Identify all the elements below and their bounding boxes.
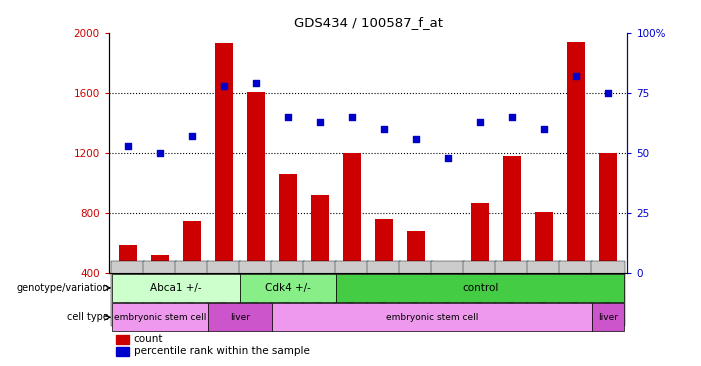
Text: GSM9276: GSM9276 (508, 273, 517, 314)
Point (154, 150, 165, 156)
Text: genotype/variation: genotype/variation (16, 283, 109, 293)
Text: Abca1 +/-: Abca1 +/- (150, 283, 202, 293)
Bar (311, 195, 329, 273)
Point (346, 114, 358, 120)
Bar (183, 221, 200, 273)
Point (283, 114, 294, 120)
Text: cell type: cell type (67, 312, 109, 322)
Point (186, 133, 198, 139)
Text: GSM9283: GSM9283 (219, 273, 229, 314)
Text: percentile rank within the sample: percentile rank within the sample (134, 347, 309, 356)
Bar (116, 347, 130, 356)
Point (122, 143, 133, 149)
Bar (112, 274, 240, 302)
Title: GDS434 / 100587_f_at: GDS434 / 100587_f_at (294, 16, 442, 29)
Text: GSM9282: GSM9282 (604, 273, 613, 313)
Bar (116, 335, 130, 344)
Text: Cdk4 +/-: Cdk4 +/- (265, 283, 311, 293)
Point (442, 155, 454, 161)
Text: GSM9278: GSM9278 (283, 273, 292, 314)
Text: GSM9269: GSM9269 (123, 273, 132, 313)
Text: GSM9284: GSM9284 (252, 273, 261, 313)
Bar (336, 274, 624, 302)
Bar (247, 92, 265, 273)
Point (314, 119, 325, 125)
Bar (279, 174, 297, 273)
Bar (407, 231, 425, 273)
Bar (536, 212, 553, 273)
Point (507, 114, 518, 120)
Point (475, 119, 486, 125)
Bar (599, 153, 617, 273)
Point (250, 81, 261, 86)
Point (603, 90, 614, 96)
Point (218, 83, 229, 89)
Text: liver: liver (598, 313, 618, 322)
Bar (112, 303, 208, 331)
Bar (343, 153, 361, 273)
Text: liver: liver (230, 313, 250, 322)
Text: embryonic stem cell: embryonic stem cell (114, 313, 206, 322)
Text: GSM9272: GSM9272 (379, 273, 388, 313)
Bar (592, 303, 624, 331)
Point (571, 73, 582, 79)
Text: GSM9281: GSM9281 (571, 273, 580, 313)
Bar (503, 156, 521, 273)
Text: GSM9275: GSM9275 (475, 273, 484, 313)
Bar (208, 303, 272, 331)
Bar (119, 245, 137, 273)
Text: control: control (462, 283, 498, 293)
Point (379, 126, 390, 132)
Bar (471, 203, 489, 273)
Bar (240, 274, 336, 302)
Bar (151, 255, 169, 273)
Text: GSM9273: GSM9273 (411, 273, 421, 314)
Text: GSM9274: GSM9274 (444, 273, 453, 313)
Point (411, 136, 422, 142)
Point (538, 126, 550, 132)
Text: GSM9271: GSM9271 (187, 273, 196, 313)
Bar (375, 219, 393, 273)
Text: GSM9279: GSM9279 (315, 273, 325, 313)
Bar (272, 303, 592, 331)
Text: embryonic stem cell: embryonic stem cell (386, 313, 478, 322)
Text: GSM9277: GSM9277 (540, 273, 549, 314)
Text: GSM9270: GSM9270 (156, 273, 165, 313)
Text: GSM9280: GSM9280 (348, 273, 357, 313)
Bar (567, 42, 585, 273)
Text: count: count (134, 335, 163, 344)
Bar (440, 273, 457, 275)
Bar (215, 44, 233, 273)
